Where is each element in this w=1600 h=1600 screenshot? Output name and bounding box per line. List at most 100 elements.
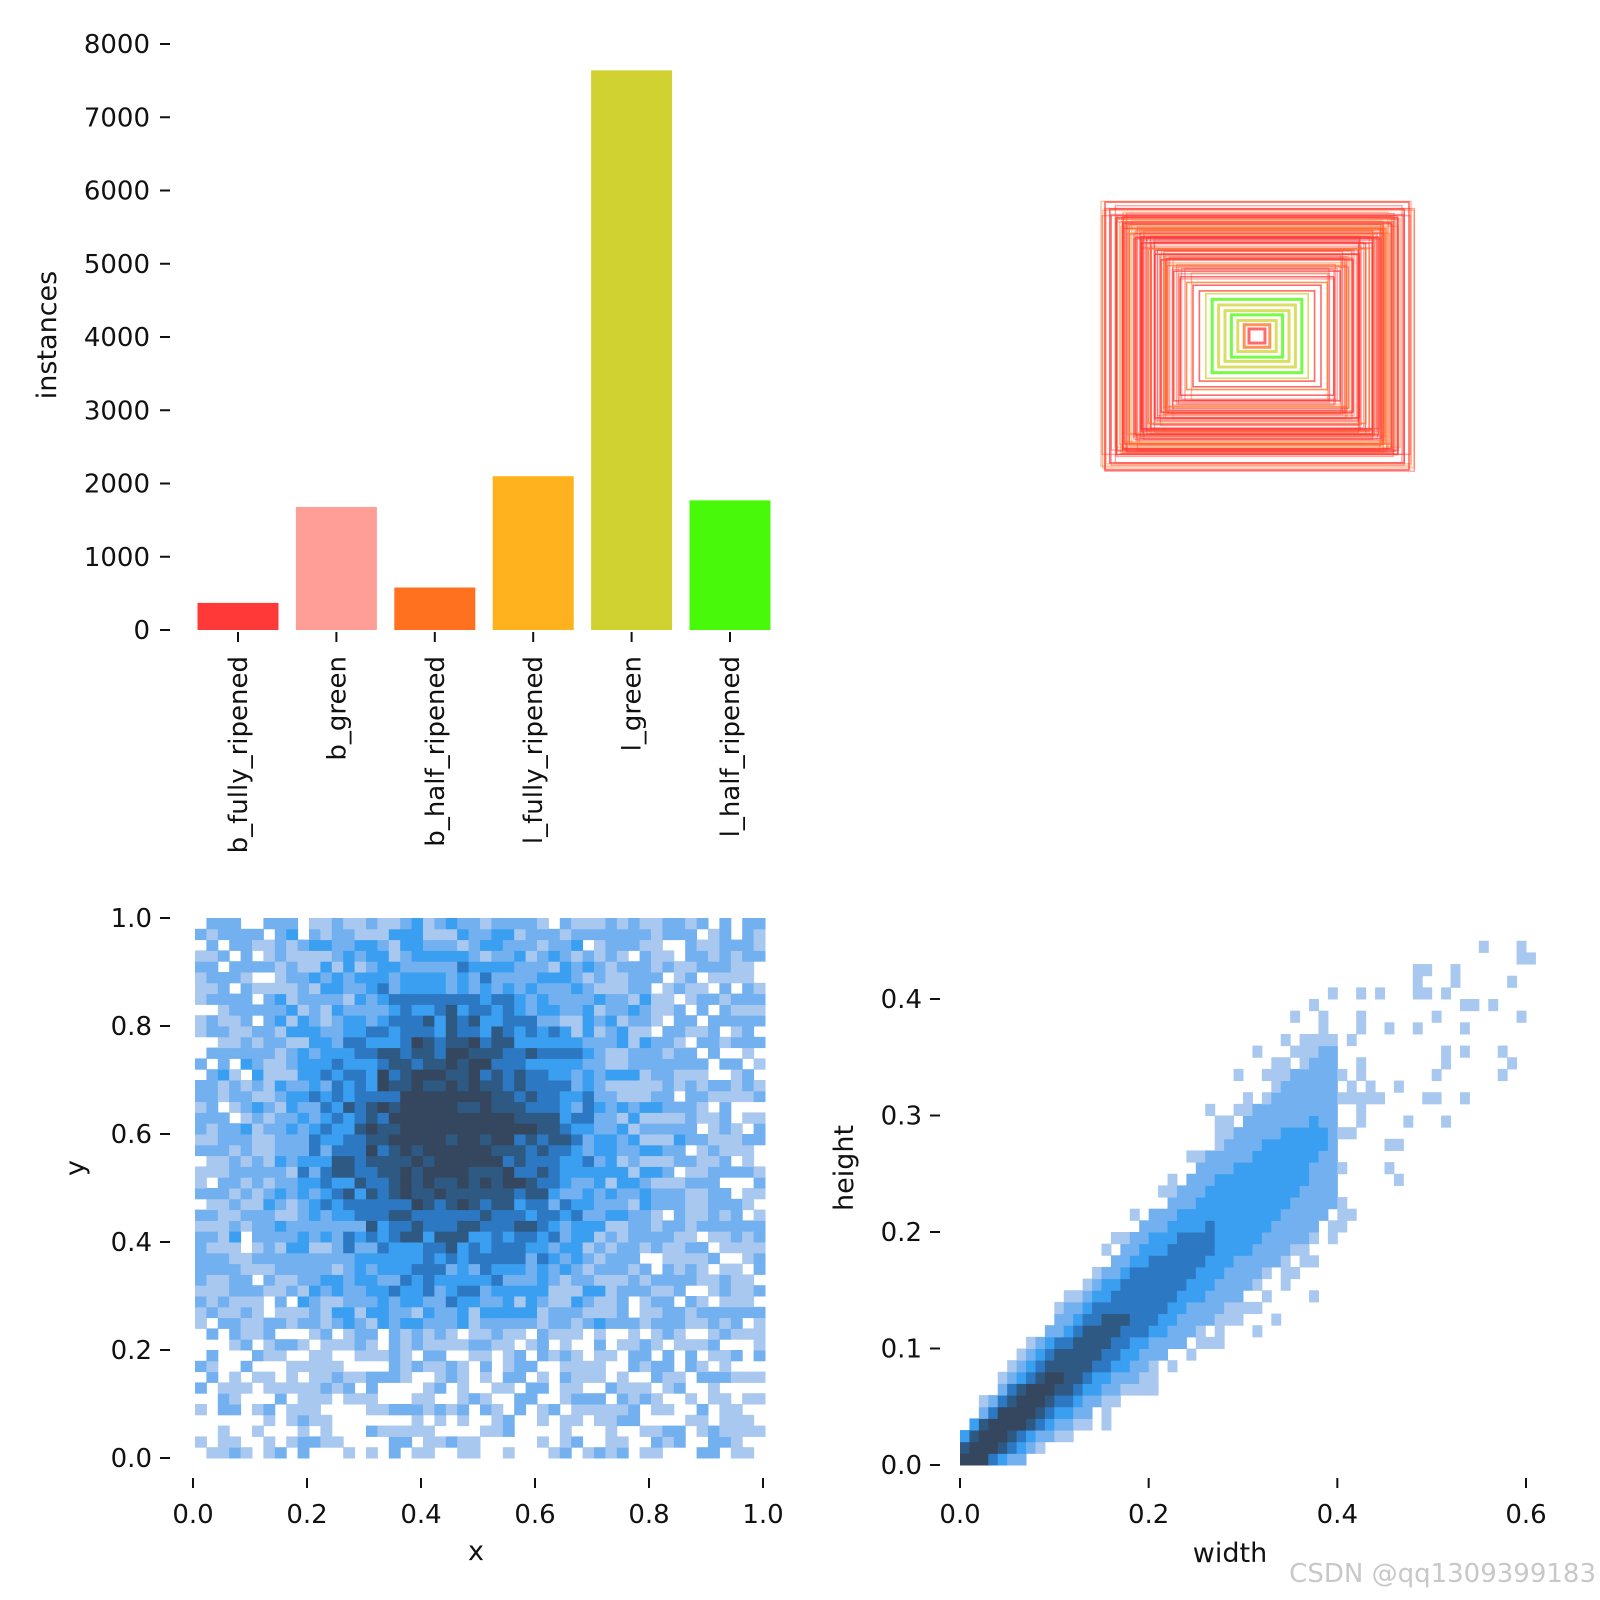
xy-cell [297, 982, 310, 995]
xy-cell [309, 1026, 321, 1038]
wh-cell [1214, 1313, 1225, 1326]
xy-cell [252, 1350, 264, 1362]
xy-cell [662, 1317, 675, 1329]
xy-cell [377, 1155, 390, 1167]
xy-cell [286, 1166, 299, 1178]
wh-ylabel: height [829, 1125, 860, 1211]
wh-cell [1054, 1301, 1065, 1315]
xy-cell [331, 1274, 344, 1286]
xy-cell [480, 1047, 492, 1059]
wh-cell [1176, 1301, 1187, 1315]
wh-cell [1318, 1103, 1329, 1116]
xy-cell [502, 1220, 515, 1232]
xy-cell [628, 1285, 641, 1297]
xy-cell [343, 1036, 356, 1049]
xy-cell [719, 1306, 732, 1319]
wh-cell [1139, 1313, 1150, 1326]
xy-cell [480, 1209, 492, 1221]
xy-cell [548, 1004, 561, 1016]
wh-cell [1186, 1348, 1197, 1361]
xy-cell [537, 1036, 549, 1049]
xy-cell [525, 950, 538, 962]
xy-cell [708, 1252, 720, 1265]
xy-cell [354, 1026, 367, 1038]
wh-cell [1214, 1232, 1225, 1245]
xy-cell [263, 1414, 276, 1427]
xy-cell [628, 1414, 641, 1427]
xy-cell [548, 993, 561, 1005]
xy-cell [662, 1058, 675, 1070]
xy-cell [388, 1285, 401, 1297]
xy-cell [628, 1209, 641, 1221]
xy-cell [514, 1112, 527, 1124]
xy-cell [559, 1350, 572, 1362]
xy-cell [628, 982, 641, 995]
wh-cell [1205, 1220, 1216, 1233]
xy-cell [445, 1328, 458, 1340]
xy-cell [377, 1242, 390, 1254]
xy-cell [525, 939, 538, 951]
xy-cell [708, 1155, 720, 1167]
wh-cell [1176, 1232, 1187, 1245]
xy-cell [457, 993, 470, 1005]
wh-cell [1526, 952, 1536, 965]
xy-cell [559, 1382, 572, 1394]
xy-cell [708, 950, 720, 962]
xy-cell [229, 1177, 242, 1189]
xy-cell [502, 1425, 515, 1437]
xy-cell [423, 1177, 435, 1189]
bar-l_green [591, 70, 673, 631]
xy-cell [662, 950, 675, 962]
wh-cell [1337, 1208, 1348, 1221]
xy-cell [594, 1393, 606, 1405]
wh-cell [1186, 1232, 1197, 1245]
xy-cell [320, 1015, 333, 1027]
xy-cell [605, 1198, 618, 1211]
xy-cell [331, 1285, 344, 1297]
wh-cell [1252, 1115, 1263, 1128]
xy-cell [605, 1101, 618, 1113]
wh-cell [1290, 1266, 1301, 1280]
xy-cell [366, 1198, 378, 1211]
wh-cell [1205, 1290, 1216, 1303]
xy-cell [240, 1447, 253, 1459]
xy-cell [229, 1144, 242, 1157]
wh-cell [1092, 1383, 1102, 1396]
wh-cell [1441, 1115, 1452, 1128]
wh-cell [1280, 1080, 1291, 1093]
xy-cell [514, 1198, 527, 1211]
wh-cell [1224, 1220, 1235, 1233]
xy-cell [673, 928, 686, 941]
xy-cell [628, 1252, 641, 1265]
xy-cell [343, 1069, 356, 1081]
xy-cell [537, 1371, 549, 1383]
xy-cell [366, 1047, 378, 1059]
wh-cell [1214, 1185, 1225, 1198]
xy-cell [502, 1101, 515, 1113]
xy-cell [445, 1404, 458, 1416]
xy-cell [217, 1080, 230, 1092]
xy-cell [411, 1274, 424, 1286]
wh-cell [1195, 1301, 1206, 1315]
xy-cell [263, 1436, 276, 1448]
wh-cell [1186, 1150, 1197, 1163]
xy-cell [411, 1080, 424, 1092]
wh-cell [1176, 1266, 1187, 1280]
xy-cell [434, 1015, 447, 1027]
xy-cell [730, 1404, 743, 1416]
xy-cell [582, 993, 595, 1005]
wh-cell [1290, 1138, 1301, 1151]
xy-cell [537, 972, 549, 984]
xy-cell [457, 1123, 470, 1135]
xy-cell [434, 1155, 447, 1167]
xy-cell [514, 1155, 527, 1167]
wh-cell [1092, 1266, 1102, 1280]
wh-cell [969, 1441, 980, 1454]
xy-cell [742, 982, 755, 995]
xy-cell [559, 918, 572, 930]
wh-cell [1280, 1266, 1291, 1280]
xy-cell [491, 1209, 504, 1221]
xy-cell [514, 1263, 527, 1275]
xy-cell [491, 993, 504, 1005]
xy-cell [331, 1166, 344, 1178]
